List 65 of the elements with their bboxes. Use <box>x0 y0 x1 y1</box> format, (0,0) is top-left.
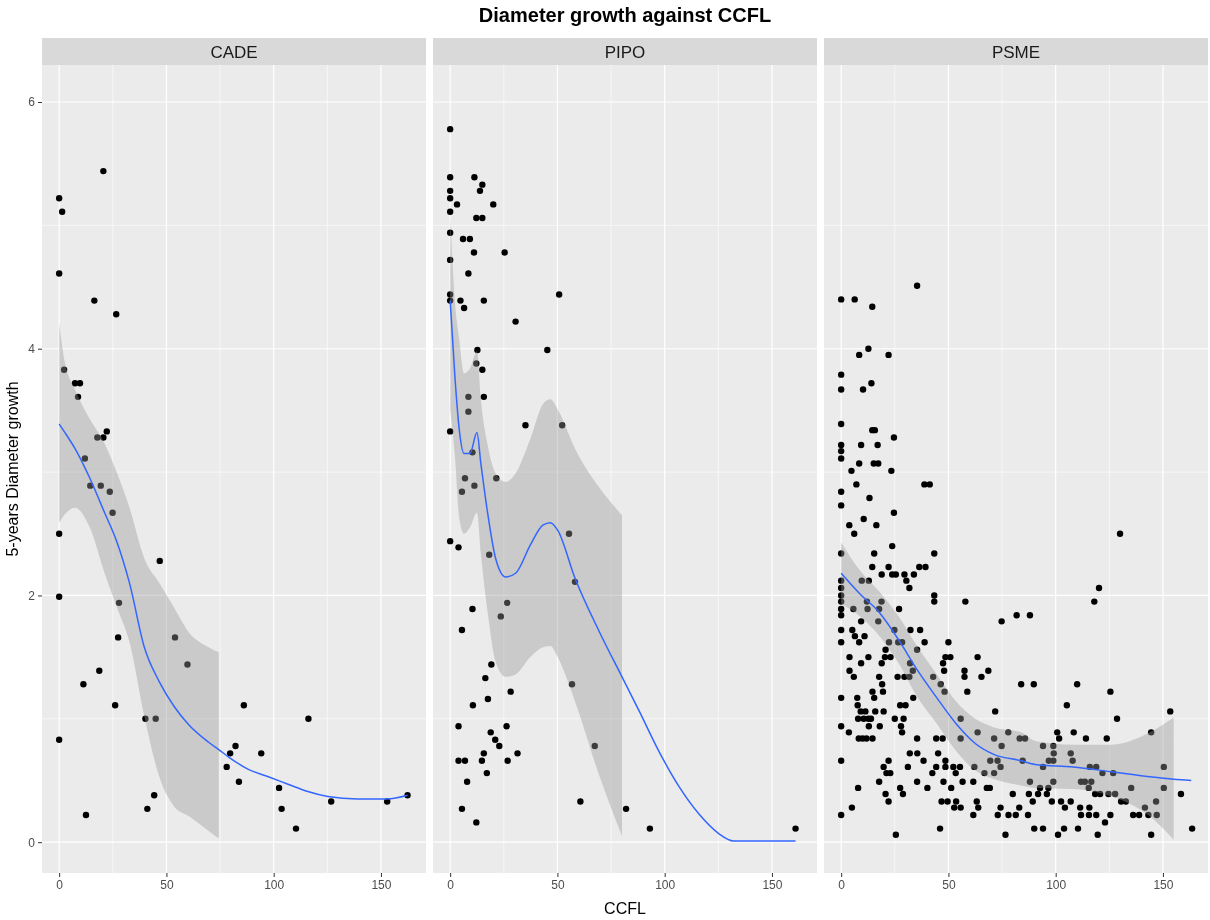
y-axis-title: 5-years Diameter growth <box>4 381 21 557</box>
x-tick-label: 100 <box>264 877 285 892</box>
point <box>74 393 82 401</box>
point <box>152 715 159 722</box>
point <box>232 742 239 750</box>
point <box>184 661 191 668</box>
chart-title: Diameter growth against CCFL <box>478 4 772 26</box>
point <box>60 366 68 373</box>
y-tick-label: 0 <box>28 835 36 850</box>
point <box>109 509 116 516</box>
x-tick-label: 100 <box>1046 877 1067 892</box>
point <box>226 750 234 757</box>
point <box>292 825 300 832</box>
chart-subtitle: PSME <box>991 43 1041 62</box>
point <box>106 488 113 496</box>
x-tick-label: 50 <box>160 877 174 892</box>
chart-subtitle: PIPO <box>604 43 646 62</box>
point <box>103 428 110 435</box>
point <box>76 380 84 387</box>
x-tick-label: 0 <box>447 877 455 892</box>
point <box>258 750 265 757</box>
point <box>327 798 335 805</box>
point <box>113 310 120 318</box>
point <box>58 208 66 215</box>
point <box>55 530 63 537</box>
chart-subtitle: CADE <box>210 43 258 62</box>
point <box>100 167 107 175</box>
y-tick-label: 2 <box>28 588 36 603</box>
x-tick-label: 150 <box>1153 877 1174 892</box>
y-tick-label: 6 <box>28 95 36 110</box>
x-tick-label: 0 <box>56 877 64 892</box>
point <box>96 667 103 674</box>
point <box>100 434 107 441</box>
y-tick-label: 4 <box>28 342 36 357</box>
point <box>305 715 312 722</box>
point <box>142 715 149 722</box>
point <box>55 270 63 277</box>
point <box>144 805 151 813</box>
point <box>80 681 87 688</box>
point <box>115 599 123 607</box>
point <box>235 778 243 785</box>
point <box>114 634 122 641</box>
point <box>171 634 179 641</box>
point <box>156 557 163 565</box>
x-tick-label: 150 <box>762 877 783 892</box>
x-tick-label: 150 <box>371 877 392 892</box>
x-tick-label: 50 <box>551 877 565 892</box>
point <box>223 763 230 771</box>
point <box>94 434 101 441</box>
point <box>55 195 63 202</box>
point <box>55 593 63 600</box>
point <box>151 792 158 799</box>
point <box>81 455 89 462</box>
x-tick-label: 50 <box>942 877 956 892</box>
point <box>275 784 283 792</box>
x-tick-label: 100 <box>655 877 676 892</box>
point <box>278 805 285 813</box>
x-tick-label: 0 <box>838 877 846 892</box>
point <box>97 482 104 489</box>
point <box>91 297 98 304</box>
point <box>82 811 90 819</box>
point <box>55 736 63 743</box>
x-axis-title: CCFL <box>604 900 646 917</box>
point <box>240 702 248 709</box>
point <box>111 702 119 709</box>
